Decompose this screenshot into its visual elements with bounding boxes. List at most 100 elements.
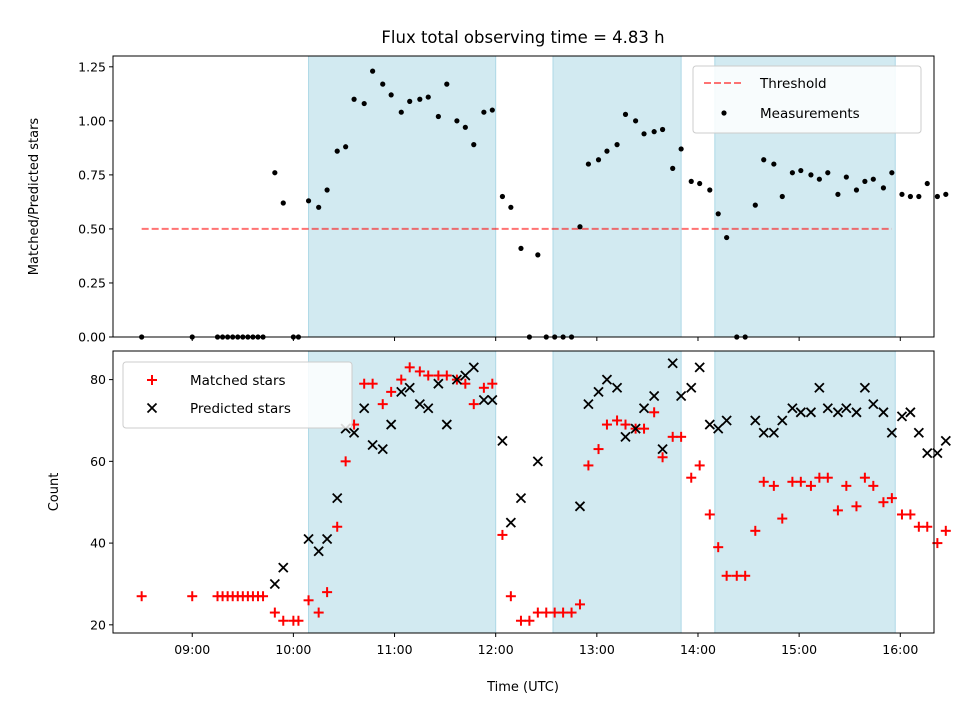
x-tick-label: 10:00 [275, 642, 311, 657]
predicted-star-point [638, 403, 650, 414]
measurement-point [604, 148, 610, 154]
predicted-star-point [583, 398, 594, 410]
predicted-star-point [667, 358, 678, 369]
predicted-star-point [611, 382, 623, 393]
measurement-point [670, 165, 676, 171]
measurement-point [508, 204, 514, 210]
measurement-point [585, 161, 592, 167]
predicted-star-point [694, 362, 705, 373]
measurement-point [789, 170, 795, 176]
measurement-point [835, 191, 841, 197]
matched-star-point [441, 370, 452, 381]
measurement-point [425, 94, 431, 100]
measurement-point [697, 180, 703, 187]
matched-star-point [433, 370, 444, 381]
y-axis-label: Matched/Predicted stars [27, 118, 42, 276]
measurement-point [595, 157, 602, 163]
x-tick-label: 14:00 [680, 642, 716, 657]
axes-frame [112, 350, 935, 634]
predicted-star-point [787, 403, 798, 414]
matched-star-point [704, 509, 715, 520]
predicted-star-point [713, 423, 724, 434]
measurement-point [280, 200, 286, 206]
predicted-star-point [896, 411, 908, 422]
measurement-point [577, 224, 583, 230]
predicted-star-point [478, 394, 490, 406]
matched-star-point [886, 493, 897, 504]
predicted-star-point [686, 382, 697, 393]
observing-span [308, 55, 497, 338]
matched-star-point [497, 529, 508, 540]
measurement-point [444, 81, 450, 87]
legend-measurement-label: Measurements [760, 106, 860, 122]
matched-star-point [367, 378, 378, 389]
predicted-star-point [332, 492, 343, 504]
predicted-star-point [630, 423, 641, 434]
matched-star-point [574, 599, 585, 610]
matched-star-point [740, 570, 751, 581]
predicted-star-point [805, 407, 817, 418]
predicted-star-point [620, 431, 631, 442]
matched-star-point [841, 480, 852, 491]
predicted-star-point [859, 382, 871, 393]
legend-matched-label: Matched stars [190, 373, 286, 389]
measurement-point [724, 234, 730, 241]
predicted-star-point [777, 415, 788, 426]
measurement-point [343, 144, 349, 150]
measurement-point [761, 157, 767, 163]
matched-star-point [731, 570, 742, 581]
legend-predicted-label: Predicted stars [190, 401, 291, 417]
predicted-star-point [675, 390, 687, 402]
measurement-point [678, 146, 684, 152]
measurement-point [334, 148, 340, 154]
predicted-star-point [601, 374, 613, 385]
matched-star-point [460, 378, 471, 389]
observing-span [552, 55, 682, 338]
predicted-star-point [386, 419, 397, 430]
matched-star-point [322, 587, 333, 598]
ratio-panel: 0.00 0.25 0.50 0.75 1.00 1.25 Matched/Predicte… [27, 55, 949, 345]
predicted-star-point [278, 562, 289, 573]
predicted-star-point [868, 398, 879, 410]
measurement-point [843, 174, 849, 180]
matched-star-point [768, 480, 779, 491]
predicted-star-point [758, 427, 769, 438]
matched-star-point [558, 607, 569, 618]
predicted-star-point [396, 386, 407, 398]
matched-star-point [721, 570, 732, 581]
predicted-star-point [768, 427, 779, 438]
y-tick-label: 1.00 [78, 113, 106, 128]
predicted-star-point [505, 517, 516, 528]
matched-star-point [787, 476, 798, 487]
predicted-star-point [832, 407, 844, 418]
measurement-point [316, 204, 322, 210]
measurement-point [535, 252, 541, 258]
matched-star-point [639, 423, 650, 434]
predicted-star-point [367, 439, 378, 451]
x-tick-label: 12:00 [478, 642, 514, 657]
measurement-point [272, 170, 278, 176]
matched-star-point [478, 382, 489, 393]
predicted-star-point [593, 386, 604, 398]
matched-star-point [332, 521, 343, 532]
predicted-star-point [532, 456, 543, 467]
predicted-star-point [814, 382, 825, 393]
measurement-point [471, 142, 477, 148]
measurement-point [361, 100, 367, 107]
y-axis-label: Count [47, 473, 62, 512]
matched-star-point [859, 472, 870, 483]
predicted-star-point [886, 427, 897, 438]
matched-star-point [777, 513, 788, 524]
matched-star-point [583, 460, 594, 471]
measurement-point [614, 142, 620, 148]
predicted-star-point [451, 374, 463, 385]
measurement-point [853, 187, 860, 193]
predicted-star-point [359, 403, 370, 414]
matched-star-point [386, 386, 397, 397]
measurement-point [880, 185, 887, 191]
matched-star-point [878, 497, 889, 508]
legend-matched-swatch [147, 375, 157, 385]
measurement-point [779, 193, 785, 200]
matched-star-point [601, 419, 612, 430]
matched-star-point [187, 591, 198, 602]
